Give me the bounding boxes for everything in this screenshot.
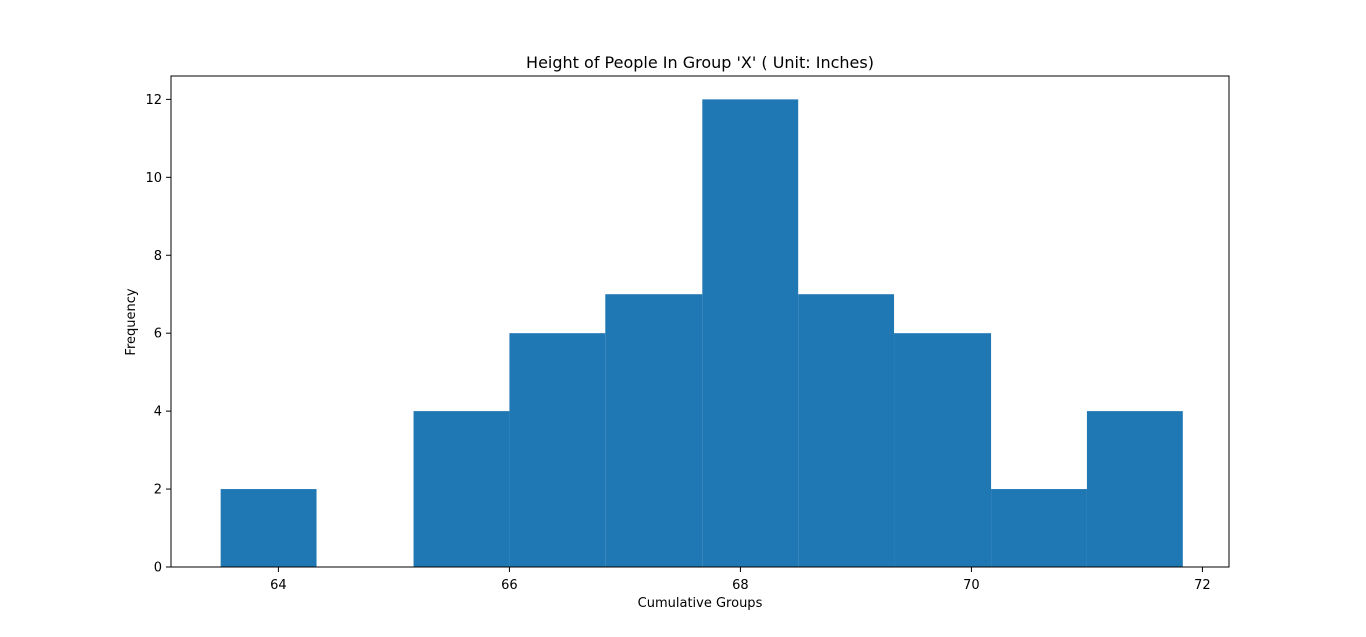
y-tick-label: 6: [154, 327, 162, 342]
histogram-bar-2: [413, 411, 510, 567]
x-tick-label: 64: [270, 578, 287, 593]
histogram-bar-9: [1086, 411, 1183, 567]
y-tick-label: 4: [154, 405, 162, 420]
histogram-bar-6: [798, 294, 895, 567]
x-tick-label: 72: [1194, 578, 1211, 593]
histogram-bar-3: [509, 333, 606, 567]
y-axis-ticks: 0 2 4 6 8 10 12: [145, 93, 171, 576]
y-tick-label: 12: [145, 93, 162, 108]
y-tick-label: 10: [145, 171, 162, 186]
y-axis-label: Frequency: [124, 288, 139, 355]
y-tick-label: 8: [154, 249, 162, 264]
chart-title: Height of People In Group 'X' ( Unit: In…: [526, 53, 874, 72]
x-tick-label: 70: [963, 578, 980, 593]
x-axis-ticks: 64 66 68 70 72: [270, 567, 1211, 593]
histogram-bar-8: [991, 489, 1087, 567]
y-tick-label: 0: [154, 561, 162, 576]
histogram-bar-5: [702, 99, 799, 567]
histogram-bar-7: [894, 333, 992, 567]
x-tick-label: 66: [501, 578, 518, 593]
histogram-bar-4: [605, 294, 703, 567]
bars-group: [220, 99, 1183, 567]
histogram-bar-0: [220, 489, 317, 567]
y-tick-label: 2: [154, 483, 162, 498]
x-axis-label: Cumulative Groups: [638, 596, 763, 611]
x-tick-label: 68: [732, 578, 749, 593]
plot-frame: [170, 75, 1230, 568]
